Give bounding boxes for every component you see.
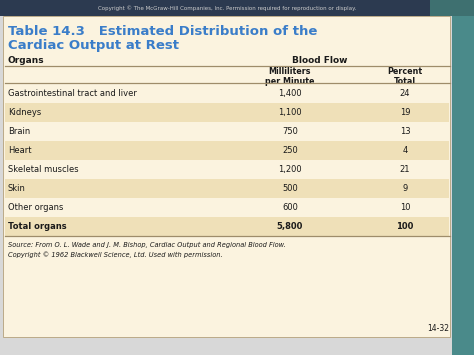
Text: Organs: Organs	[8, 56, 45, 65]
Text: 5,800: 5,800	[277, 222, 303, 231]
Text: Brain: Brain	[8, 127, 30, 136]
Text: Copyright © 1962 Blackwell Science, Ltd. Used with permission.: Copyright © 1962 Blackwell Science, Ltd.…	[8, 251, 223, 258]
Text: Source: From O. L. Wade and J. M. Bishop, Cardiac Output and Regional Blood Flow: Source: From O. L. Wade and J. M. Bishop…	[8, 242, 286, 248]
Bar	[5, 141, 449, 160]
Text: 1,200: 1,200	[278, 165, 302, 174]
Text: 4: 4	[402, 146, 408, 155]
Bar	[5, 179, 449, 198]
Bar	[452, 16, 474, 355]
Text: 600: 600	[282, 203, 298, 212]
Text: Table 14.3   Estimated Distribution of the: Table 14.3 Estimated Distribution of the	[8, 25, 318, 38]
Text: Skin: Skin	[8, 184, 26, 193]
Text: Cardiac Output at Rest: Cardiac Output at Rest	[8, 39, 179, 52]
Text: 1,100: 1,100	[278, 108, 302, 117]
Text: 13: 13	[400, 127, 410, 136]
Text: 24: 24	[400, 89, 410, 98]
Text: 19: 19	[400, 108, 410, 117]
Text: 21: 21	[400, 165, 410, 174]
Text: Milliliters
per Minute: Milliliters per Minute	[265, 67, 315, 86]
Text: 9: 9	[402, 184, 408, 193]
Text: Blood Flow: Blood Flow	[292, 56, 348, 65]
Text: Percent
Total: Percent Total	[387, 67, 422, 86]
Text: Copyright © The McGraw-Hill Companies, Inc. Permission required for reproduction: Copyright © The McGraw-Hill Companies, I…	[98, 5, 356, 11]
Bar	[5, 217, 449, 236]
Text: Kidneys: Kidneys	[8, 108, 41, 117]
Bar	[0, 0, 430, 16]
Text: Gastrointestinal tract and liver: Gastrointestinal tract and liver	[8, 89, 137, 98]
Text: 750: 750	[282, 127, 298, 136]
Text: Heart: Heart	[8, 146, 31, 155]
Bar	[5, 103, 449, 122]
Text: 250: 250	[282, 146, 298, 155]
Text: 500: 500	[282, 184, 298, 193]
Bar	[430, 0, 474, 16]
Text: 14-32: 14-32	[427, 324, 449, 333]
Text: 100: 100	[396, 222, 414, 231]
Text: 1,400: 1,400	[278, 89, 302, 98]
Text: Total organs: Total organs	[8, 222, 67, 231]
Text: 10: 10	[400, 203, 410, 212]
Text: Skeletal muscles: Skeletal muscles	[8, 165, 79, 174]
Text: Other organs: Other organs	[8, 203, 64, 212]
